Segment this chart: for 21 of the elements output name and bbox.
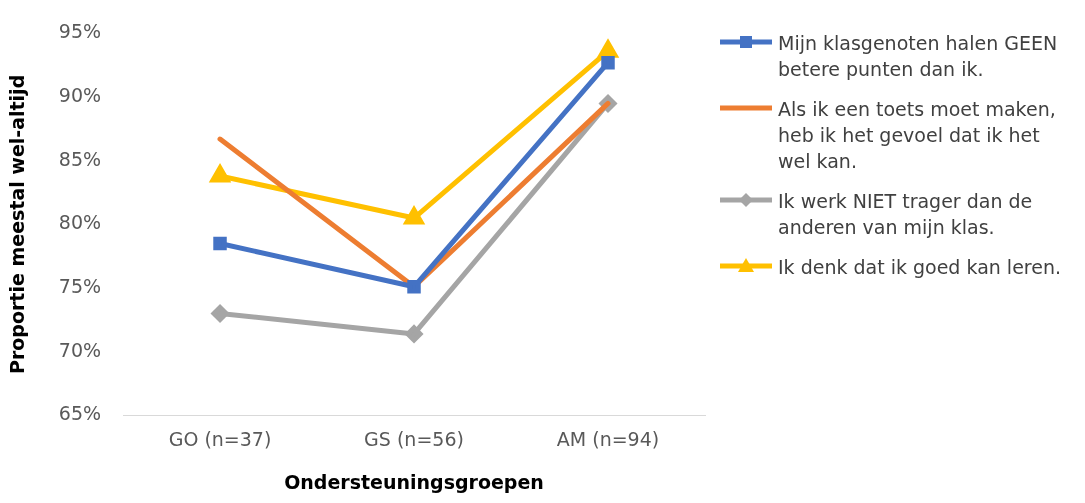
point	[601, 55, 615, 70]
y-tick-label: 90%	[58, 84, 102, 106]
y-tick-label: 75%	[58, 275, 102, 297]
point	[407, 280, 421, 294]
y-tick-label: 85%	[58, 147, 102, 170]
point	[405, 325, 423, 343]
legend-label: Ik werk NIET trager dan de anderen van mijn klas.	[778, 189, 1034, 240]
legend-label: Ik denk dat ik goed kan leren.	[778, 255, 1062, 280]
x-axis-title: Ondersteuningsgroepen	[284, 470, 544, 493]
y-tick-label: 80%	[58, 211, 102, 234]
x-tick-label: GO (n=37)	[168, 427, 272, 450]
y-axis-title: Proportie meestal wel-altijd	[6, 74, 29, 375]
x-tick-label: AM (n=94)	[556, 427, 660, 450]
point	[213, 236, 227, 251]
legend-label: Als ik een toets moet maken, heb ik het gevoel dat ik het wel kan.	[778, 97, 1057, 174]
y-tick-label: 65%	[58, 402, 102, 425]
y-tick-label: 95%	[58, 20, 102, 43]
legend-label: Mijn klasgenoten halen GEEN betere punten dan ik.	[778, 31, 1059, 82]
point	[211, 305, 229, 323]
y-tick-label: 70%	[58, 338, 102, 361]
x-tick-label: GS (n=56)	[364, 427, 464, 450]
